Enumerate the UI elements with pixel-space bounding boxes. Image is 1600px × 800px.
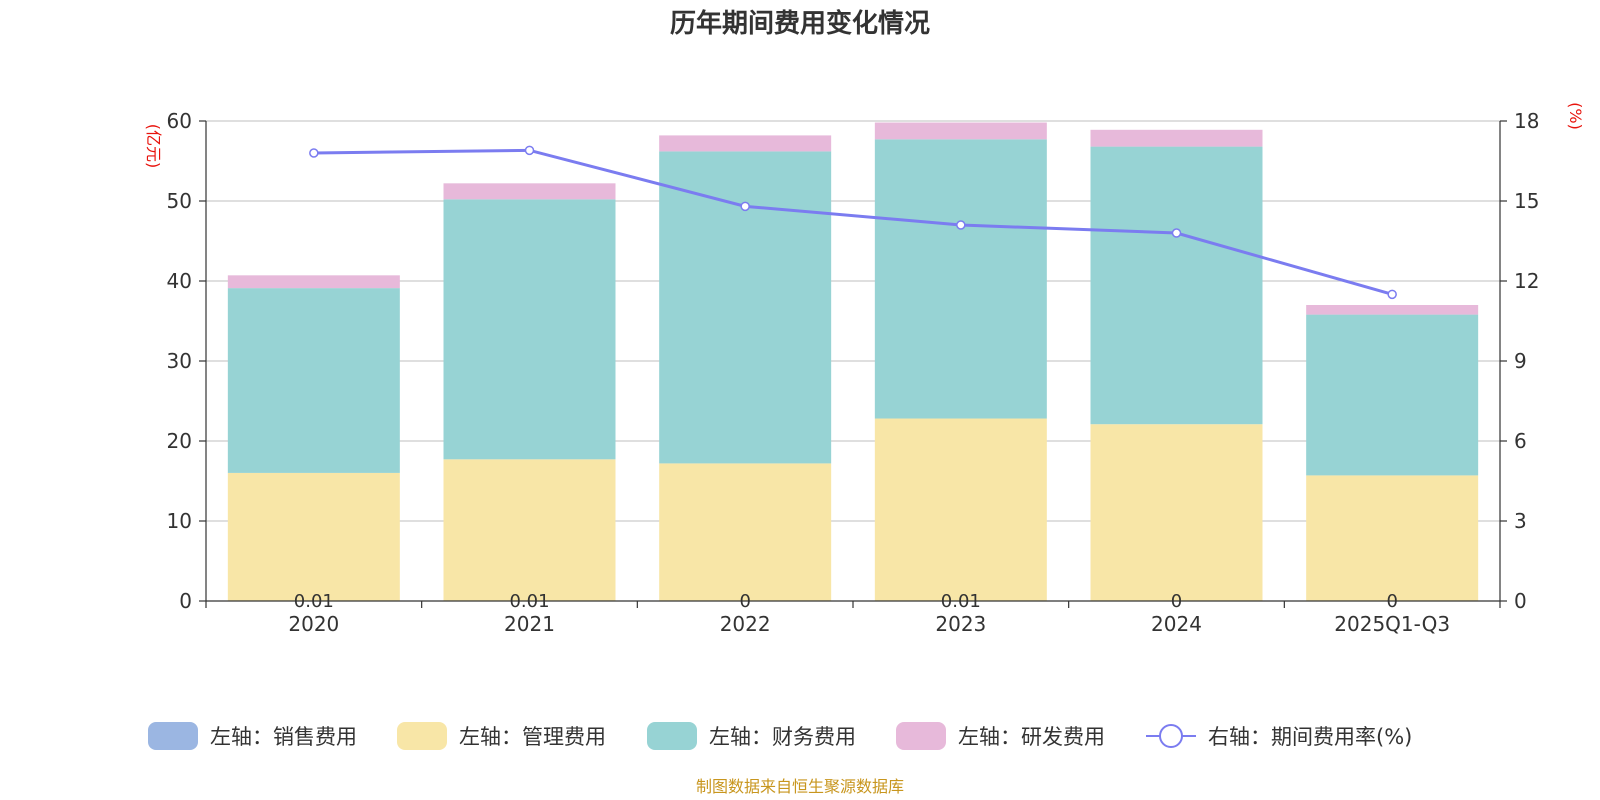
- right-tick-label: 0: [1514, 589, 1527, 613]
- legend-label: 左轴：销售费用: [210, 725, 357, 749]
- bar-1-2020: [227, 472, 400, 601]
- right-tick-label: 12: [1514, 269, 1539, 293]
- rate-point-2025Q1-Q3: [1387, 289, 1397, 300]
- legend: 左轴：销售费用 左轴：管理费用 左轴：财务费用 左轴：研发费用 右轴：期间费用率(%): [148, 722, 1412, 750]
- chart-title: 历年期间费用变化情况: [670, 8, 930, 39]
- legend-swatch-1: [397, 722, 447, 750]
- bar-2-2023: [874, 139, 1047, 419]
- source-note: 制图数据来自恒生聚源数据库: [696, 777, 904, 796]
- legend-swatch-3: [896, 722, 946, 750]
- legend-swatch-2: [647, 722, 697, 750]
- rate-point-2020: [309, 148, 319, 158]
- rate-point-2022: [740, 201, 750, 212]
- legend-label: 左轴：管理费用: [459, 725, 606, 749]
- axes: 0 10 20 30 40 50 60 0 3 6 9 12 15 18 2020 2021 2022 2023 2…: [167, 109, 1540, 636]
- right-tick-label: 15: [1514, 189, 1539, 213]
- gridlines: [206, 120, 1500, 522]
- left-tick-label: 30: [167, 349, 192, 373]
- rate-line-path: [313, 148, 1393, 296]
- bar-1-2025Q1-Q3: [1306, 475, 1479, 601]
- left-axis-unit: (亿元): [144, 124, 163, 169]
- sales-value-label: 0.01: [294, 591, 334, 612]
- left-tick-label: 10: [167, 509, 192, 533]
- left-tick-label: 20: [167, 429, 192, 453]
- bar-3-2023: [874, 122, 1047, 140]
- category-label: 2023: [935, 612, 986, 636]
- bar-2-2020: [227, 288, 400, 473]
- category-label: 2025Q1-Q3: [1334, 612, 1450, 636]
- bars: [227, 122, 1479, 601]
- right-tick-label: 6: [1514, 429, 1527, 453]
- bar-3-2020: [227, 275, 400, 289]
- sales-value-label: 0.01: [941, 591, 981, 612]
- bar-2-2021: [443, 199, 616, 460]
- left-tick-label: 50: [167, 189, 192, 213]
- bar-3-2024: [1090, 129, 1263, 147]
- right-tick-label: 18: [1514, 109, 1539, 133]
- legend-label: 右轴：期间费用率(%): [1208, 725, 1412, 749]
- bar-1-2021: [443, 459, 616, 601]
- bar-2-2025Q1-Q3: [1306, 314, 1479, 476]
- legend-swatch-0: [148, 722, 198, 750]
- legend-marker-swatch: [1159, 724, 1183, 748]
- rate-line: [309, 145, 1397, 300]
- sales-value-label: 0: [1171, 591, 1182, 612]
- left-tick-label: 0: [179, 589, 192, 613]
- bar-1-2024: [1090, 424, 1263, 601]
- bar-3-2021: [443, 183, 616, 200]
- category-label: 2022: [720, 612, 771, 636]
- bar-1-2023: [874, 418, 1047, 601]
- right-tick-label: 3: [1514, 509, 1527, 533]
- rate-point-2021: [524, 145, 535, 156]
- bar-2-2022: [659, 151, 832, 464]
- sales-value-label: 0: [739, 591, 750, 612]
- bar-2-2024: [1090, 146, 1263, 425]
- left-tick-label: 60: [167, 109, 192, 133]
- legend-label: 左轴：财务费用: [709, 725, 856, 749]
- right-tick-label: 9: [1514, 349, 1527, 373]
- bar-3-2025Q1-Q3: [1306, 305, 1479, 315]
- left-tick-label: 40: [167, 269, 192, 293]
- sales-value-label: 0.01: [509, 591, 549, 612]
- legend-label: 左轴：研发费用: [958, 725, 1105, 749]
- category-label: 2020: [288, 612, 339, 636]
- bar-3-2022: [659, 135, 832, 152]
- category-label: 2021: [504, 612, 555, 636]
- sales-value-label: 0: [1386, 591, 1397, 612]
- right-axis-unit: (%): [1566, 102, 1585, 130]
- category-label: 2024: [1151, 612, 1202, 636]
- bar-1-2022: [659, 463, 832, 601]
- rate-point-2023: [956, 220, 966, 230]
- rate-point-2024: [1171, 228, 1182, 238]
